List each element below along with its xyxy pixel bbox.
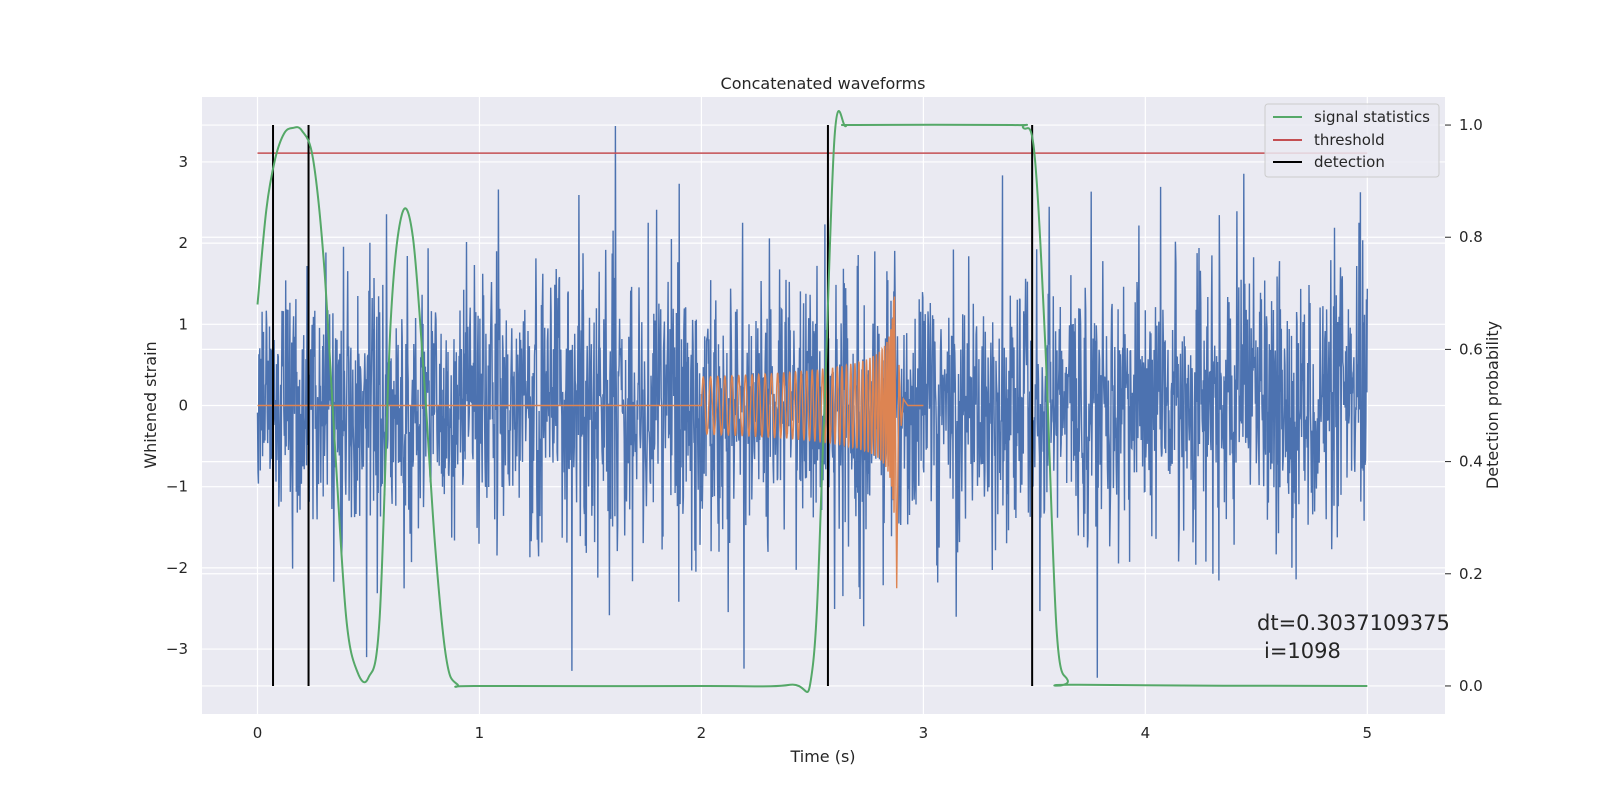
- x-tick-label: 0: [253, 724, 263, 742]
- x-tick-label: 5: [1363, 724, 1373, 742]
- right-tick-label: 0.4: [1459, 453, 1483, 471]
- x-tick-label: 2: [697, 724, 707, 742]
- chirp-series: [257, 296, 924, 589]
- x-tick-label: 4: [1141, 724, 1151, 742]
- chirp-line: [257, 296, 924, 589]
- x-tick-label: 1: [475, 724, 485, 742]
- signal-statistics-series: [256, 110, 1368, 693]
- right-tick-label: 0.0: [1459, 677, 1483, 695]
- annotation-index: i=1098: [1264, 639, 1341, 663]
- y-tick-label: 1: [178, 315, 188, 333]
- noise-line: [256, 125, 1368, 678]
- y-axis-label: Whitened strain: [141, 341, 160, 468]
- right-tick-label: 0.8: [1459, 228, 1483, 246]
- y-tick-label: −3: [166, 640, 188, 658]
- legend-label-threshold: threshold: [1314, 131, 1385, 149]
- right-tick-label: 0.2: [1459, 565, 1483, 583]
- annotation-dt: dt=0.3037109375: [1257, 611, 1450, 635]
- x-axis-label: Time (s): [789, 747, 855, 766]
- y-tick-label: 0: [178, 397, 188, 415]
- legend: signal statistics threshold detection: [1264, 103, 1440, 178]
- x-tick-label: 3: [919, 724, 929, 742]
- x-axis-ticks: 0 1 2 3 4 5: [253, 724, 1372, 742]
- y-tick-label: 3: [178, 153, 188, 171]
- right-tick-label: 0.6: [1459, 340, 1483, 358]
- y-axis-ticks: −3 −2 −1 0 1 2 3: [166, 153, 188, 658]
- y-tick-label: −1: [166, 478, 188, 496]
- noise-series: [256, 125, 1368, 678]
- detection-series: [272, 125, 1034, 686]
- signal-statistics-line: [256, 110, 1368, 693]
- legend-label-detection: detection: [1314, 153, 1385, 171]
- chart-title: Concatenated waveforms: [721, 74, 926, 93]
- y-tick-label: −2: [166, 559, 188, 577]
- right-axis-label: Detection probability: [1483, 321, 1502, 489]
- y-tick-label: 2: [178, 234, 188, 252]
- right-tick-label: 1.0: [1459, 116, 1483, 134]
- legend-label-signal-statistics: signal statistics: [1314, 108, 1430, 126]
- legend-frame: [1264, 103, 1440, 178]
- right-axis-ticks: 0.0 0.2 0.4 0.6 0.8 1.0: [1445, 116, 1483, 695]
